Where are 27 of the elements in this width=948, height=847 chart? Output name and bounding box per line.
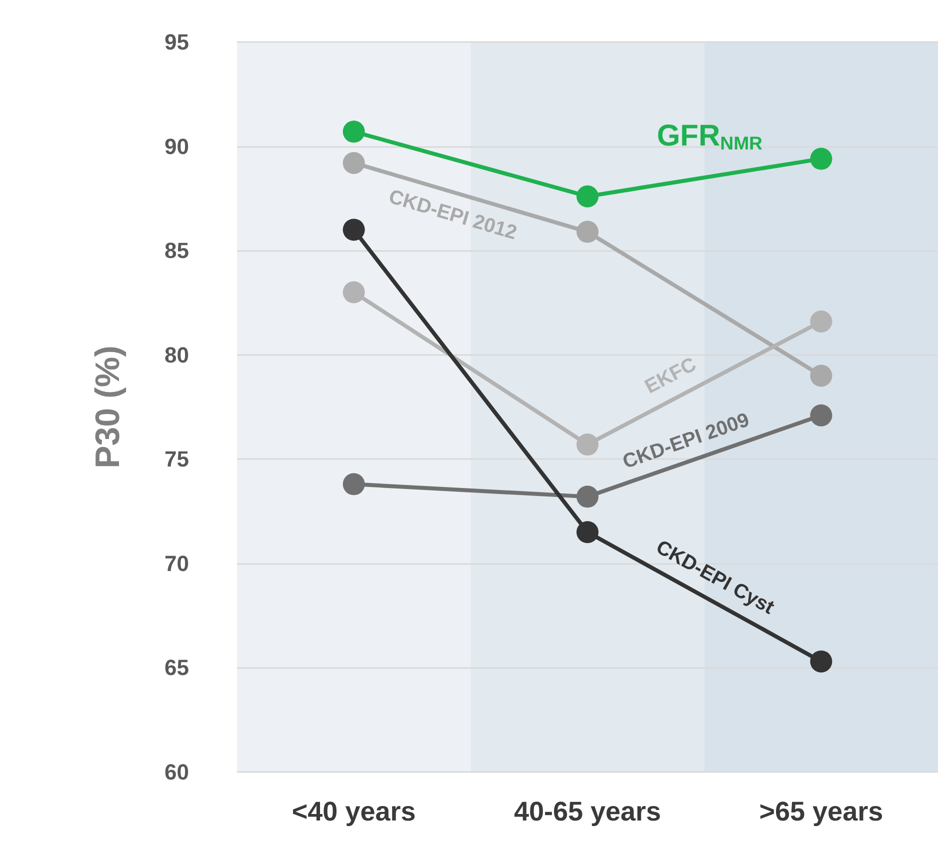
x-tick-label: <40 years <box>292 796 416 826</box>
y-tick-label: 70 <box>164 550 189 576</box>
y-tick-label: 75 <box>164 446 189 472</box>
point <box>342 152 365 174</box>
y-tick-label: 80 <box>164 342 189 368</box>
point <box>810 310 832 332</box>
y-tick-label: 85 <box>164 238 189 264</box>
point <box>810 364 832 387</box>
y-tick-label: 65 <box>164 655 189 680</box>
point <box>576 434 598 456</box>
y-axis-title: P30 (%) <box>89 346 127 468</box>
point <box>342 281 365 304</box>
point <box>810 148 832 170</box>
point <box>342 473 365 496</box>
y-tick-label: 60 <box>164 760 189 784</box>
point <box>810 404 832 426</box>
point <box>576 185 598 208</box>
point <box>576 220 598 243</box>
x-tick-label: >65 years <box>759 796 884 826</box>
x-tick-label: 40-65 years <box>514 796 662 826</box>
point <box>810 650 832 672</box>
y-tick-label: 90 <box>164 134 189 159</box>
point <box>576 486 598 508</box>
point <box>342 218 365 241</box>
y-tick-label: 95 <box>164 30 189 54</box>
point <box>576 521 598 544</box>
point <box>342 120 365 143</box>
